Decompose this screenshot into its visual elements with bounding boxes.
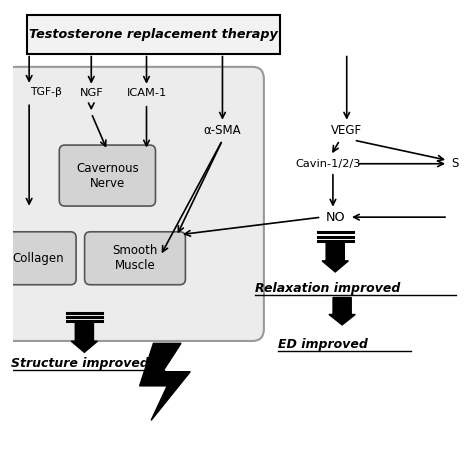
FancyBboxPatch shape [27,15,280,54]
Text: TGF-β: TGF-β [30,87,63,97]
Text: NGF: NGF [80,88,103,98]
Polygon shape [71,323,98,352]
Text: Smooth
Muscle: Smooth Muscle [112,244,158,272]
Polygon shape [322,243,348,272]
Text: α-SMA: α-SMA [204,124,241,137]
FancyBboxPatch shape [0,232,76,285]
Text: Collagen: Collagen [12,252,64,265]
Polygon shape [140,343,190,420]
FancyBboxPatch shape [4,67,264,341]
Text: S: S [451,157,458,170]
FancyBboxPatch shape [84,232,185,285]
Text: Structure improved: Structure improved [11,357,149,370]
Text: NO: NO [326,210,345,224]
Text: ED improved: ED improved [278,338,367,351]
Polygon shape [329,298,356,325]
Text: Testosterone replacement therapy: Testosterone replacement therapy [29,28,278,41]
Text: ICAM-1: ICAM-1 [127,88,167,98]
Text: VEGF: VEGF [331,124,362,137]
FancyBboxPatch shape [59,145,155,206]
Text: Cavin-1/2/3: Cavin-1/2/3 [296,159,361,169]
Text: Relaxation improved: Relaxation improved [255,282,400,294]
Text: Cavernous
Nerve: Cavernous Nerve [76,162,139,190]
